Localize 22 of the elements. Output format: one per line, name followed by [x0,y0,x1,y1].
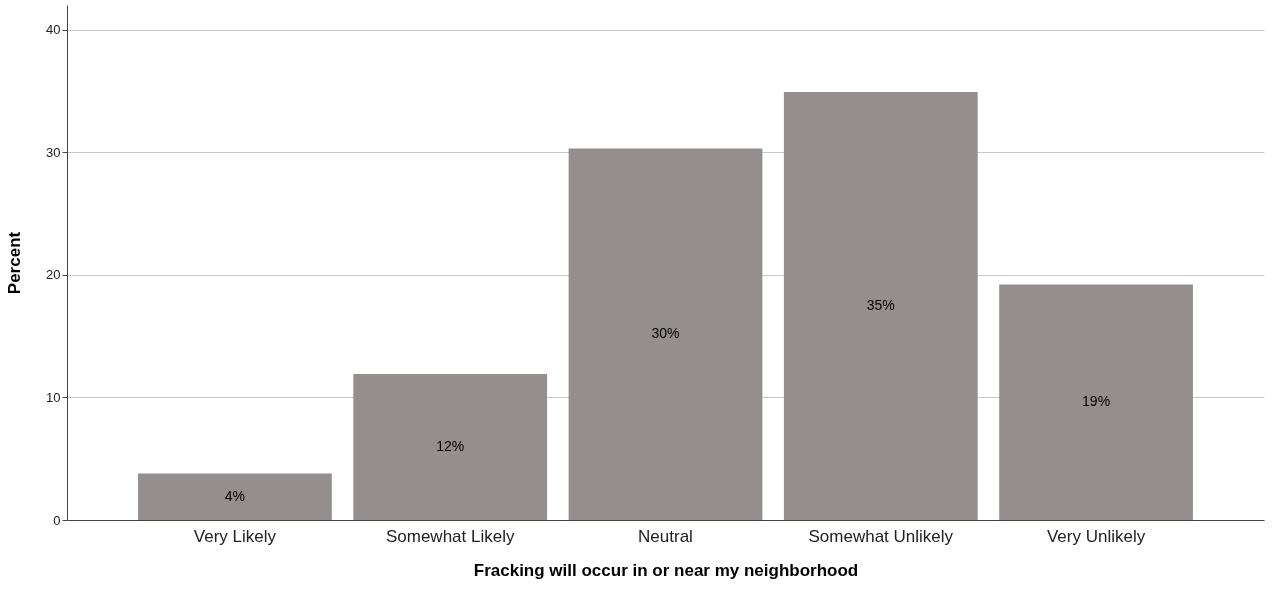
y-tick-label: 10 [46,389,61,405]
y-tick-label: 30 [46,144,61,160]
x-tick-label: Very Likely [193,526,277,546]
data-label: 30% [651,325,680,342]
x-tick-label: Somewhat Unlikely [808,526,954,546]
y-tick-label: 20 [46,267,61,283]
y-axis-title: Percent [5,231,25,295]
data-label: 35% [866,297,895,314]
data-label: 4% [224,487,246,504]
bar [568,148,763,520]
data-label: 12% [436,438,465,455]
y-tick-label: 0 [53,512,61,528]
bar [138,473,332,520]
bar [783,92,978,520]
x-tick-label: Somewhat Likely [385,526,515,546]
x-tick-label: Neutral [638,526,693,546]
bar [353,374,548,520]
data-label: 19% [1082,393,1111,410]
x-tick-label: Very Unlikely [1046,526,1146,546]
y-tick-label: 40 [46,22,61,38]
x-axis-title: Fracking will occur in or near my neighborhood [473,560,859,580]
bar [999,284,1193,520]
